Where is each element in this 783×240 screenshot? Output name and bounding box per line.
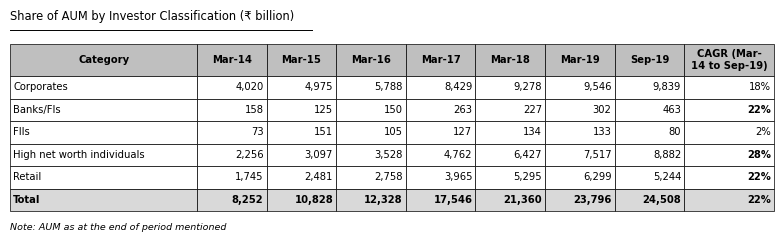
Text: 5,244: 5,244 xyxy=(653,172,681,182)
Text: 1,745: 1,745 xyxy=(235,172,264,182)
Text: 463: 463 xyxy=(662,105,681,115)
Text: 2,256: 2,256 xyxy=(235,150,264,160)
Text: 24,508: 24,508 xyxy=(643,195,681,205)
Text: 3,097: 3,097 xyxy=(305,150,333,160)
Text: Share of AUM by Investor Classification (₹ billion): Share of AUM by Investor Classification … xyxy=(10,10,294,23)
Text: 2,758: 2,758 xyxy=(374,172,402,182)
Text: Banks/FIs: Banks/FIs xyxy=(13,105,61,115)
Text: 9,278: 9,278 xyxy=(514,82,542,92)
Text: 10,828: 10,828 xyxy=(294,195,333,205)
Text: 12,328: 12,328 xyxy=(364,195,402,205)
Text: Mar-16: Mar-16 xyxy=(351,55,391,65)
Text: 8,882: 8,882 xyxy=(653,150,681,160)
Text: 302: 302 xyxy=(593,105,612,115)
Text: 22%: 22% xyxy=(748,105,771,115)
Text: 151: 151 xyxy=(314,127,333,137)
Text: 22%: 22% xyxy=(748,172,771,182)
Text: 22%: 22% xyxy=(748,195,771,205)
Text: 18%: 18% xyxy=(749,82,771,92)
Text: 23,796: 23,796 xyxy=(573,195,612,205)
Text: 2%: 2% xyxy=(756,127,771,137)
Text: 5,788: 5,788 xyxy=(374,82,402,92)
Text: Corporates: Corporates xyxy=(13,82,68,92)
Text: Retail: Retail xyxy=(13,172,41,182)
Text: 4,975: 4,975 xyxy=(305,82,333,92)
Text: High net worth individuals: High net worth individuals xyxy=(13,150,145,160)
Text: 3,528: 3,528 xyxy=(374,150,402,160)
Text: 133: 133 xyxy=(593,127,612,137)
Text: 134: 134 xyxy=(523,127,542,137)
Text: 73: 73 xyxy=(251,127,264,137)
Text: Mar-19: Mar-19 xyxy=(560,55,600,65)
Text: 9,546: 9,546 xyxy=(583,82,612,92)
Text: 8,429: 8,429 xyxy=(444,82,472,92)
Text: 6,299: 6,299 xyxy=(583,172,612,182)
Text: Category: Category xyxy=(78,55,129,65)
Text: 28%: 28% xyxy=(747,150,771,160)
Text: Note: AUM as at the end of period mentioned: Note: AUM as at the end of period mentio… xyxy=(10,223,226,232)
Text: 4,762: 4,762 xyxy=(444,150,472,160)
Text: 17,546: 17,546 xyxy=(433,195,472,205)
Text: Mar-18: Mar-18 xyxy=(490,55,530,65)
Text: 21,360: 21,360 xyxy=(503,195,542,205)
Text: 150: 150 xyxy=(384,105,402,115)
Text: Mar-15: Mar-15 xyxy=(282,55,321,65)
Text: CAGR (Mar-
14 to Sep-19): CAGR (Mar- 14 to Sep-19) xyxy=(691,49,767,71)
Text: 125: 125 xyxy=(314,105,333,115)
Text: 6,427: 6,427 xyxy=(514,150,542,160)
Text: 5,295: 5,295 xyxy=(514,172,542,182)
Text: Mar-17: Mar-17 xyxy=(420,55,460,65)
Text: 3,965: 3,965 xyxy=(444,172,472,182)
Text: Total: Total xyxy=(13,195,41,205)
Text: 80: 80 xyxy=(669,127,681,137)
Text: Sep-19: Sep-19 xyxy=(630,55,669,65)
Text: 2,481: 2,481 xyxy=(305,172,333,182)
Text: 4,020: 4,020 xyxy=(235,82,264,92)
Text: 158: 158 xyxy=(244,105,264,115)
Text: 227: 227 xyxy=(523,105,542,115)
Text: 105: 105 xyxy=(384,127,402,137)
Text: FIIs: FIIs xyxy=(13,127,30,137)
Text: 7,517: 7,517 xyxy=(583,150,612,160)
Text: 263: 263 xyxy=(453,105,472,115)
Text: 127: 127 xyxy=(453,127,472,137)
Text: 8,252: 8,252 xyxy=(232,195,264,205)
Text: Mar-14: Mar-14 xyxy=(211,55,252,65)
Text: 9,839: 9,839 xyxy=(653,82,681,92)
